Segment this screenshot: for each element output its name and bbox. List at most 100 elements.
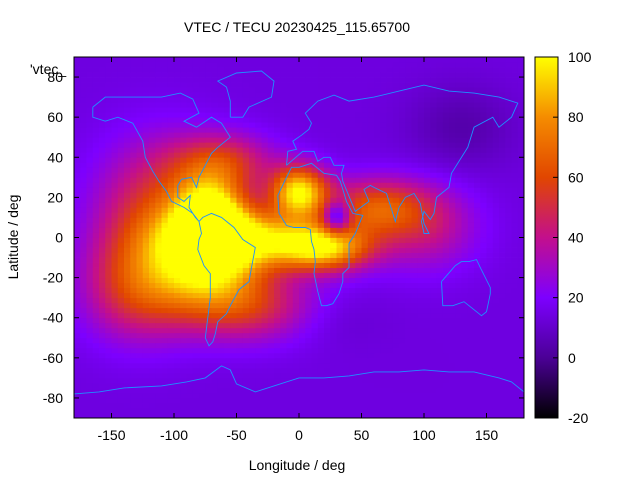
heatmap-cell <box>455 307 462 314</box>
heatmap-cell <box>155 387 162 394</box>
heatmap-cell <box>486 382 494 389</box>
heatmap-cell <box>99 242 106 248</box>
heatmap-cell <box>186 147 194 153</box>
heatmap-cell <box>105 137 112 143</box>
heatmap-cell <box>74 242 81 248</box>
heatmap-cell <box>111 287 119 294</box>
heatmap-cell <box>142 107 150 113</box>
heatmap-cell <box>305 172 312 178</box>
heatmap-cell <box>467 187 475 193</box>
heatmap-cell <box>417 197 425 203</box>
heatmap-cell <box>511 152 519 158</box>
heatmap-cell <box>92 227 100 233</box>
heatmap-cell <box>205 277 212 284</box>
heatmap-cell <box>355 117 362 123</box>
heatmap-cell <box>367 82 375 88</box>
heatmap-cell <box>499 192 506 198</box>
heatmap-cell <box>274 327 281 334</box>
heatmap-cell <box>392 407 400 414</box>
heatmap-cell <box>355 162 362 168</box>
heatmap-cell <box>442 217 450 223</box>
heatmap-cell <box>249 277 256 284</box>
heatmap-cell <box>130 367 137 374</box>
heatmap-cell <box>261 332 269 339</box>
heatmap-cell <box>149 92 156 98</box>
heatmap-cell <box>80 142 87 148</box>
heatmap-cell <box>417 317 425 324</box>
heatmap-cell <box>505 167 512 173</box>
heatmap-cell <box>292 172 300 178</box>
heatmap-cell <box>224 292 231 299</box>
heatmap-cell <box>286 357 294 364</box>
heatmap-cell <box>430 97 437 103</box>
heatmap-cell <box>424 217 431 223</box>
chart-title: VTEC / TECU 20230425_115.65700 <box>184 19 410 35</box>
heatmap-cell <box>286 197 294 203</box>
heatmap-cell <box>186 77 194 83</box>
heatmap-cell <box>92 397 100 404</box>
heatmap-cell <box>292 77 300 83</box>
heatmap-cell <box>455 362 462 369</box>
heatmap-cell <box>392 77 400 83</box>
heatmap-cell <box>117 272 125 279</box>
heatmap-cell <box>161 152 169 158</box>
heatmap-cell <box>411 312 419 319</box>
heatmap-cell <box>174 217 181 223</box>
heatmap-cell <box>386 327 394 334</box>
heatmap-cell <box>130 127 137 133</box>
heatmap-cell <box>374 107 381 113</box>
heatmap-cell <box>449 297 456 304</box>
heatmap-cell <box>442 327 450 334</box>
heatmap-cell <box>205 127 212 133</box>
heatmap-cell <box>161 247 169 253</box>
heatmap-cell <box>480 72 487 78</box>
heatmap-cell <box>486 377 494 384</box>
heatmap-cell <box>305 272 312 279</box>
heatmap-cell <box>186 157 194 163</box>
heatmap-cell <box>311 342 319 349</box>
heatmap-cell <box>267 142 275 148</box>
heatmap-cell <box>461 397 469 404</box>
heatmap-cell <box>336 392 344 399</box>
heatmap-cell <box>124 117 131 123</box>
heatmap-cell <box>386 77 394 83</box>
heatmap-cell <box>86 142 94 148</box>
heatmap-cell <box>386 352 394 359</box>
heatmap-cell <box>142 77 150 83</box>
heatmap-cell <box>386 322 394 329</box>
heatmap-cell <box>174 307 181 314</box>
heatmap-cell <box>80 77 87 83</box>
heatmap-cell <box>280 72 287 78</box>
heatmap-cell <box>149 352 156 359</box>
heatmap-cell <box>111 202 119 208</box>
heatmap-cell <box>80 372 87 379</box>
heatmap-cell <box>92 127 100 133</box>
heatmap-cell <box>492 122 500 128</box>
heatmap-cell <box>461 252 469 258</box>
heatmap-cell <box>174 122 181 128</box>
heatmap-cell <box>117 382 125 389</box>
heatmap-cell <box>192 342 200 349</box>
heatmap-cell <box>386 312 394 319</box>
heatmap-cell <box>361 227 369 233</box>
heatmap-cell <box>305 212 312 218</box>
heatmap-cell <box>380 387 387 394</box>
heatmap-cell <box>136 82 144 88</box>
heatmap-cell <box>99 307 106 314</box>
heatmap-cell <box>467 367 475 374</box>
heatmap-cell <box>161 357 169 364</box>
heatmap-cell <box>511 282 519 289</box>
heatmap-cell <box>317 282 325 289</box>
heatmap-cell <box>511 132 519 138</box>
heatmap-cell <box>230 307 237 314</box>
heatmap-cell <box>517 402 525 409</box>
heatmap-cell <box>111 152 119 158</box>
heatmap-cell <box>167 177 175 183</box>
heatmap-cell <box>199 302 206 309</box>
heatmap-cell <box>374 152 381 158</box>
heatmap-cell <box>349 352 356 359</box>
heatmap-cell <box>486 412 494 419</box>
heatmap-cell <box>167 402 175 409</box>
heatmap-cell <box>486 332 494 339</box>
heatmap-cell <box>499 362 506 369</box>
